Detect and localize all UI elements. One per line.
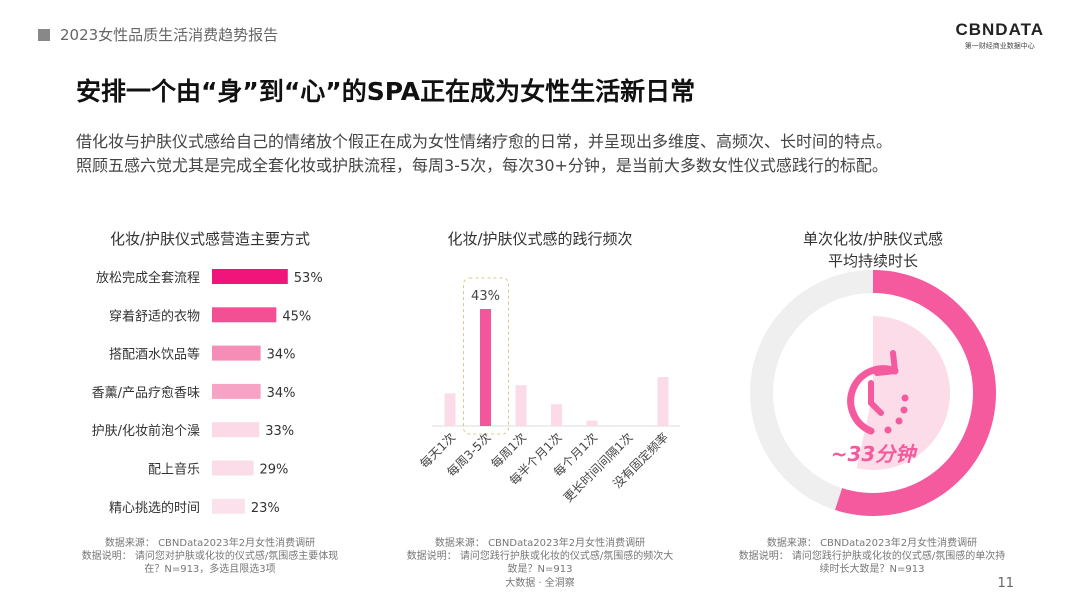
chart3-title-line: 平均持续时长 xyxy=(827,252,918,270)
page-title: 安排一个由“身”到“心”的SPA正在成为女性生活新日常 xyxy=(76,77,696,106)
note-line: 数据来源： CBNData2023年2月女性消费调研 xyxy=(766,538,978,549)
note-line: 数据说明： 请问您践行护肤或化妆的仪式感/氛围感的单次持 xyxy=(738,551,1006,562)
chart2-title: 化妆/护肤仪式感的践行频次 xyxy=(447,230,633,248)
bar xyxy=(657,377,669,426)
dot xyxy=(901,394,909,402)
bar xyxy=(586,420,598,426)
subtitle-line: 借化妆与护肤仪式感给自己的情绪放个假正在成为女性情绪疗愈的日常，并呈现出多维度、… xyxy=(76,132,893,151)
value-label: 34% xyxy=(267,348,296,363)
note-line: 致是？N=913 xyxy=(507,564,573,575)
category-label: 精心挑选的时间 xyxy=(109,500,200,516)
dot xyxy=(900,406,908,414)
chart1: 放松完成全套流程 53% 穿着舒适的衣物 45% 搭配酒水饮品等 34% 香薰/产品疗愈香味… xyxy=(92,269,323,516)
value-label: 33% xyxy=(265,424,294,439)
report-header: 2023女性品质生活消费趋势报告 xyxy=(38,24,278,45)
chart3-title-line: 单次化妆/护肤仪式感 xyxy=(802,230,944,248)
subtitle-line: 照顾五感六觉尤其是完成全套化妆或护肤流程，每周3-5次，每次30+分钟，是当前大… xyxy=(76,156,888,175)
subtitle: 借化妆与护肤仪式感给自己的情绪放个假正在成为女性情绪疗愈的日常，并呈现出多维度、… xyxy=(76,130,892,178)
bar xyxy=(515,385,527,426)
note-line: 续时长大致是？N=913 xyxy=(819,564,925,575)
value-label: 23% xyxy=(251,501,280,516)
bar xyxy=(212,345,261,361)
clock-hands xyxy=(868,380,884,416)
bar xyxy=(212,307,277,323)
bar xyxy=(212,269,288,284)
dot xyxy=(895,417,903,425)
bar xyxy=(212,460,254,476)
note-line: 在？N=913，多选且限选3项 xyxy=(144,564,276,575)
value-label: 34% xyxy=(267,386,296,401)
bar xyxy=(212,422,260,438)
arrow-head xyxy=(874,350,898,376)
note-2: 数据来源： CBNData2023年2月女性消费调研数据说明： 请问您践行护肤或… xyxy=(390,537,690,576)
report-name: 2023女性品质生活消费趋势报告 xyxy=(60,26,279,44)
bar xyxy=(551,404,562,426)
donut-arc xyxy=(834,270,996,516)
value-label: 53% xyxy=(294,271,323,286)
logo-sub: 第一财经商业数据中心 xyxy=(964,42,1035,50)
logo-main: CBNDATA xyxy=(955,20,1044,39)
page-number: 11 xyxy=(997,576,1014,591)
value-label: 29% xyxy=(259,463,288,478)
bar xyxy=(212,383,261,399)
clock-refresh-icon xyxy=(847,350,909,435)
category-label: 香薰/产品疗愈香味 xyxy=(92,386,200,401)
category-label: 配上音乐 xyxy=(148,462,200,478)
bar xyxy=(444,393,456,426)
donut-rest xyxy=(750,270,873,510)
note-3: 数据来源： CBNData2023年2月女性消费调研数据说明： 请问您践行护肤或… xyxy=(722,537,1022,576)
chart1-title: 化妆/护肤仪式感营造主要方式 xyxy=(109,230,311,248)
dot xyxy=(884,426,892,434)
note-line: 数据说明： 请问您践行护肤或化妆的仪式感/氛围感的频次大 xyxy=(406,551,674,562)
note-line: 数据说明： 请问您对护肤或化妆的仪式感/氛围感主要体现 xyxy=(81,551,339,562)
highlight-box xyxy=(463,277,509,435)
category-label: 放松完成全套流程 xyxy=(96,270,200,286)
note-line: 数据来源： CBNData2023年2月女性消费调研 xyxy=(104,538,316,549)
square-icon xyxy=(38,28,50,41)
value-label: 43% xyxy=(471,289,500,304)
value-label: 45% xyxy=(282,309,311,324)
chart2: 每天1次43%每周3-5次每周1次每半个月1次每个月1次更长时间间隔1次没有固定… xyxy=(417,277,680,505)
note-line: 数据来源： CBNData2023年2月女性消费调研 xyxy=(434,538,646,549)
category-label: 搭配酒水饮品等 xyxy=(109,347,200,363)
note-1: 数据来源： CBNData2023年2月女性消费调研数据说明： 请问您对护肤或化… xyxy=(60,537,360,576)
duration-label: ~33分钟 xyxy=(831,442,919,466)
clock-arc xyxy=(847,365,899,435)
category-label: 穿着舒适的衣物 xyxy=(109,308,200,324)
bar xyxy=(480,309,491,426)
inner-sector xyxy=(856,316,951,470)
logo: CBNDATA 第一财经商业数据中心 xyxy=(955,20,1044,51)
chart3: ~33分钟 xyxy=(750,270,996,516)
category-label: 护肤/化妆前泡个澡 xyxy=(92,423,200,439)
bar xyxy=(212,498,245,514)
chart3-title: 单次化妆/护肤仪式感 平均持续时长 xyxy=(733,228,1013,272)
footer-slogan: 大数据 · 全洞察 xyxy=(505,578,575,589)
